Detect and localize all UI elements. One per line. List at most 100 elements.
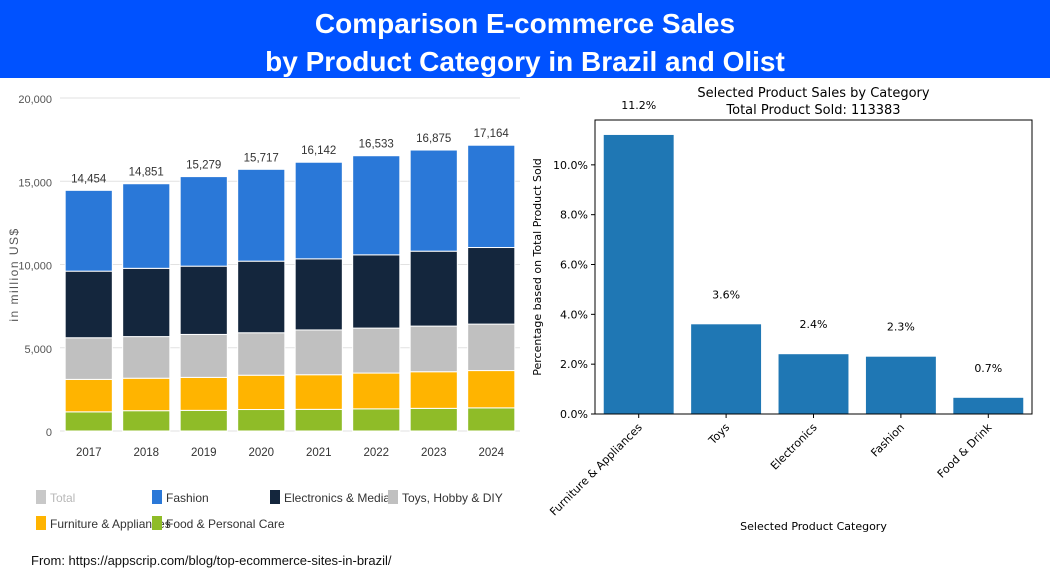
bar-segment-electronics — [237, 260, 286, 334]
legend-label-fashion: Fashion — [166, 491, 209, 505]
legend-swatch-total — [36, 490, 46, 504]
total-value-label: 17,164 — [474, 128, 510, 140]
bar — [953, 397, 1024, 414]
bar-segment-toys — [294, 329, 343, 376]
total-value-label: 16,875 — [416, 133, 451, 145]
page-title-line-1: Comparison E-commerce Sales — [314, 8, 736, 39]
x-tick-label: Furniture & Appliances — [547, 421, 645, 519]
bar-segment-fashion — [64, 189, 113, 272]
bar-segment-toys — [352, 327, 401, 374]
x-tick-label: Fashion — [868, 421, 907, 460]
legend-swatch-fashion — [152, 490, 162, 504]
total-value-label: 16,142 — [301, 145, 336, 157]
x-tick-label: 2019 — [191, 447, 217, 459]
bar-segment-toys — [122, 336, 171, 379]
y-tick-label: 10,000 — [18, 261, 52, 273]
x-tick-label: Toys — [705, 421, 732, 448]
bar-segment-toys — [237, 332, 286, 376]
bar-segment-electronics — [122, 267, 171, 338]
bar-value-label: 3.6% — [712, 288, 740, 301]
bar — [865, 356, 936, 414]
bar-segment-toys — [64, 337, 113, 380]
y-tick-label: 10.0% — [553, 159, 588, 172]
bar — [691, 324, 762, 414]
title-banner — [0, 0, 1050, 78]
x-tick-label: 2017 — [76, 447, 102, 459]
bar-value-label: 2.3% — [887, 321, 915, 334]
chart-title: Selected Product Sales by Category — [697, 86, 929, 101]
y-tick-label: 5,000 — [24, 344, 52, 356]
y-tick-label: 15,000 — [18, 177, 52, 189]
bar-segment-furniture — [409, 371, 458, 409]
bar-segment-fashion — [237, 168, 286, 262]
x-tick-label: 2024 — [478, 447, 504, 459]
y-tick-label: 2.0% — [560, 358, 588, 371]
bar-segment-food — [64, 411, 113, 432]
y-tick-label: 0.0% — [560, 408, 588, 421]
y-tick-label: 4.0% — [560, 308, 588, 321]
bar-segment-electronics — [64, 270, 113, 339]
total-value-label: 14,454 — [71, 173, 107, 185]
x-tick-label: Electronics — [768, 421, 820, 473]
bar — [778, 354, 849, 414]
bar-segment-fashion — [122, 183, 171, 269]
x-tick-label: 2018 — [133, 447, 159, 459]
x-tick-label: 2020 — [248, 447, 274, 459]
bar-segment-fashion — [294, 161, 343, 260]
total-value-label: 14,851 — [129, 167, 164, 179]
legend-swatch-toys — [388, 490, 398, 504]
bar-segment-furniture — [237, 374, 286, 411]
bar-segment-furniture — [64, 378, 113, 413]
bar-segment-furniture — [122, 377, 171, 412]
legend-swatch-furniture — [36, 516, 46, 530]
bar-segment-fashion — [352, 155, 401, 256]
x-tick-label: 2022 — [363, 447, 389, 459]
total-value-label: 15,279 — [186, 160, 221, 172]
bar-segment-fashion — [179, 176, 228, 267]
brazil-stacked-bar-chart: 0 5,000 10,000 15,000 20,000 in million US$ 14… — [7, 94, 520, 531]
bar-segment-furniture — [467, 370, 516, 409]
y-axis-label: in million US$ — [7, 227, 21, 321]
legend-label-toys: Toys, Hobby & DIY — [402, 491, 503, 505]
legend-swatch-electronics — [270, 490, 280, 504]
y-axis-label: Percentage based on Total Product Sold — [531, 158, 544, 375]
bar-segment-fashion — [409, 149, 458, 252]
y-tick-label: 20,000 — [18, 94, 52, 106]
y-tick-label: 0 — [46, 427, 52, 439]
olist-bar-chart: Selected Product Sales by Category Total … — [531, 86, 1033, 533]
x-tick-label: 2023 — [421, 447, 447, 459]
bar-segment-furniture — [294, 374, 343, 410]
bar-value-label: 11.2% — [621, 99, 656, 112]
bar-segment-food — [294, 408, 343, 432]
bar-segment-electronics — [294, 258, 343, 331]
bar-segment-food — [467, 407, 516, 432]
bar-segment-toys — [179, 333, 228, 378]
bar-segment-food — [352, 408, 401, 432]
bar-segment-food — [237, 409, 286, 432]
total-value-label: 16,533 — [359, 139, 394, 151]
bar-segment-toys — [467, 323, 516, 372]
plot-frame — [594, 119, 1033, 415]
bar-segment-electronics — [409, 250, 458, 327]
bar-segment-electronics — [467, 247, 516, 325]
y-tick-label: 8.0% — [560, 209, 588, 222]
source-citation: From: https://appscrip.com/blog/top-ecom… — [31, 553, 392, 568]
x-axis-label: Selected Product Category — [740, 520, 887, 533]
bar-value-label: 0.7% — [974, 362, 1002, 375]
bar-segment-furniture — [352, 372, 401, 410]
legend-label-furniture: Furniture & Appliances — [50, 517, 171, 531]
legend-swatch-food — [152, 516, 162, 530]
y-tick-label: 6.0% — [560, 259, 588, 272]
total-value-label: 15,717 — [244, 152, 279, 164]
bar-segment-toys — [409, 325, 458, 373]
bar-value-label: 2.4% — [800, 318, 828, 331]
legend-label-food: Food & Personal Care — [166, 517, 285, 531]
bar-segment-food — [179, 409, 228, 432]
x-tick-label: Food & Drink — [935, 420, 995, 480]
bar — [603, 134, 674, 414]
legend-label-electronics: Electronics & Media — [284, 491, 390, 505]
chart-subtitle: Total Product Sold: 113383 — [725, 103, 900, 118]
legend-label-total: Total — [50, 491, 75, 505]
bar-segment-electronics — [179, 265, 228, 335]
bar-segment-food — [409, 407, 458, 432]
